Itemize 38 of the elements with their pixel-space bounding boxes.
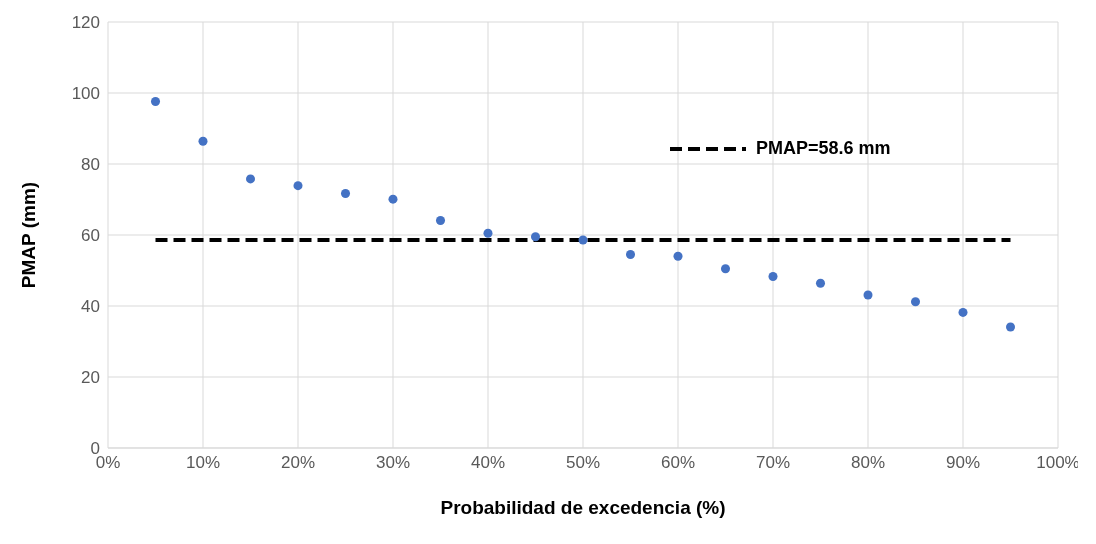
x-tick-label: 40% <box>470 453 506 473</box>
point <box>720 264 731 274</box>
point <box>910 297 921 307</box>
point <box>483 228 493 238</box>
point <box>578 235 588 245</box>
y-tick-label: 40 <box>81 297 100 317</box>
point <box>673 251 683 261</box>
point <box>815 278 826 288</box>
x-axis-title: Probabilidad de excedencia (%) <box>440 497 726 518</box>
x-tick-label: 50% <box>565 453 601 473</box>
point <box>768 272 778 282</box>
point <box>1005 322 1016 332</box>
point <box>388 194 398 204</box>
point <box>435 215 446 225</box>
legend-label: PMAP=58.6 mm <box>756 138 891 159</box>
y-axis-title: PMAP (mm) <box>17 181 39 289</box>
y-tick-label: 60 <box>81 226 100 246</box>
point <box>625 250 636 260</box>
x-tick-label: 70% <box>755 453 791 473</box>
x-tick-label: 30% <box>375 453 411 473</box>
point <box>198 136 208 146</box>
point <box>340 188 351 198</box>
point <box>530 232 541 242</box>
point <box>863 290 873 300</box>
x-tick-label: 0% <box>95 453 121 473</box>
x-tick-label: 10% <box>185 453 221 473</box>
x-tick-label: 20% <box>280 453 316 473</box>
x-tick-label: 80% <box>850 453 886 473</box>
x-tick-label: 90% <box>945 453 981 473</box>
point <box>150 97 161 107</box>
point <box>245 174 256 184</box>
point <box>958 307 968 317</box>
y-tick-label: 100 <box>71 84 100 104</box>
point <box>293 181 303 191</box>
y-tick-label: 80 <box>81 155 100 175</box>
x-tick-label: 60% <box>660 453 696 473</box>
y-tick-label: 20 <box>81 368 100 388</box>
y-tick-label: 120 <box>71 13 100 33</box>
